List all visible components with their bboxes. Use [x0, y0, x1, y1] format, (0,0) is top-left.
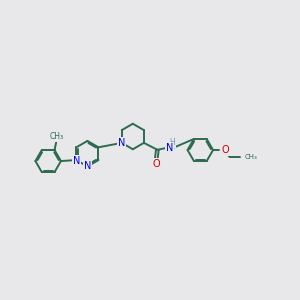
Text: O: O — [152, 159, 160, 169]
Text: N: N — [73, 156, 80, 166]
Text: CH₃: CH₃ — [244, 154, 257, 160]
Text: N: N — [84, 161, 91, 171]
Text: N: N — [166, 143, 173, 153]
Text: H: H — [169, 138, 175, 147]
Text: N: N — [118, 138, 125, 148]
Text: O: O — [221, 145, 229, 155]
Text: CH₃: CH₃ — [50, 132, 64, 141]
